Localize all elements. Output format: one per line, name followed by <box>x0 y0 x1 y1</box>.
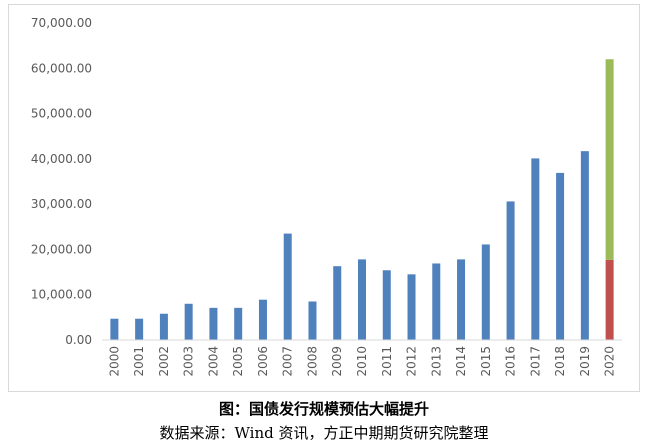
x-tick-label: 2000 <box>107 346 121 377</box>
bar-2010-segment-1 <box>358 259 366 340</box>
y-tick-label: 40,000.00 <box>31 152 92 166</box>
bar-2005-segment-1 <box>234 307 243 340</box>
bar-2007-segment-1 <box>283 233 292 340</box>
x-tick-label: 2018 <box>553 346 567 377</box>
x-tick-label: 2017 <box>528 346 542 377</box>
x-tick-label: 2019 <box>578 346 592 377</box>
x-tick-label: 2016 <box>504 346 518 377</box>
figure-caption-title: 图：国债发行规模预估大幅提升 <box>218 400 429 418</box>
x-tick-label: 2012 <box>405 346 419 377</box>
x-tick-label: 2002 <box>157 346 171 377</box>
bar-2015-segment-1 <box>481 244 490 340</box>
bar-2006-segment-1 <box>258 299 267 340</box>
bar-2018-segment-1 <box>556 172 565 340</box>
y-tick-label: 70,000.00 <box>31 16 92 30</box>
bar-2016-segment-1 <box>506 201 515 340</box>
x-tick-label: 2013 <box>429 346 443 377</box>
x-tick-label: 2009 <box>330 346 344 377</box>
x-tick-label: 2008 <box>305 346 319 377</box>
bar-2012-segment-1 <box>407 274 416 340</box>
bar-2017-segment-1 <box>531 158 540 340</box>
x-tick-label: 2006 <box>256 346 270 377</box>
y-tick-label: 10,000.00 <box>31 288 92 302</box>
bar-2014-segment-1 <box>457 259 466 340</box>
bar-2000-segment-1 <box>110 318 119 340</box>
bars <box>110 59 614 340</box>
y-tick-label: 0.00 <box>65 333 92 347</box>
figure-caption-source: 数据来源：Wind 资讯，方正中期期货研究院整理 <box>159 424 489 442</box>
x-tick-label: 2005 <box>231 346 245 377</box>
bar-2003-segment-1 <box>184 303 193 340</box>
bar-2020-segment-2 <box>605 259 614 340</box>
y-tick-label: 50,000.00 <box>31 107 92 121</box>
y-tick-label: 60,000.00 <box>31 61 92 75</box>
y-axis-ticks: 0.00 10,000.00 20,000.00 30,000.00 40,000.00… <box>31 16 92 347</box>
bar-2019-segment-1 <box>580 151 589 340</box>
x-tick-label: 2015 <box>479 346 493 377</box>
bar-2008-segment-1 <box>308 301 317 340</box>
x-tick-label: 2020 <box>603 346 617 377</box>
y-tick-label: 30,000.00 <box>31 197 92 211</box>
x-tick-label: 2003 <box>182 346 196 377</box>
x-tick-label: 2001 <box>132 346 146 377</box>
y-tick-label: 20,000.00 <box>31 242 92 256</box>
x-tick-label: 2004 <box>206 346 220 377</box>
x-tick-label: 2010 <box>355 346 369 377</box>
bar-2002-segment-1 <box>159 313 168 340</box>
bar-2004-segment-1 <box>209 307 218 340</box>
x-tick-label: 2007 <box>281 346 295 377</box>
bar-2009-segment-1 <box>333 266 342 340</box>
x-axis-ticks: 2000 2001 2002 2003 2004 2005 2006 2007 2008 2009… <box>107 346 616 377</box>
x-tick-label: 2011 <box>380 346 394 377</box>
bar-chart: 0.00 10,000.00 20,000.00 30,000.00 40,000.00… <box>31 16 622 377</box>
bar-2001-segment-1 <box>135 318 144 340</box>
bar-2020-segment-3 <box>605 59 614 260</box>
x-tick-label: 2014 <box>454 346 468 377</box>
bar-2013-segment-1 <box>432 263 441 340</box>
bar-2011-segment-1 <box>382 270 391 340</box>
